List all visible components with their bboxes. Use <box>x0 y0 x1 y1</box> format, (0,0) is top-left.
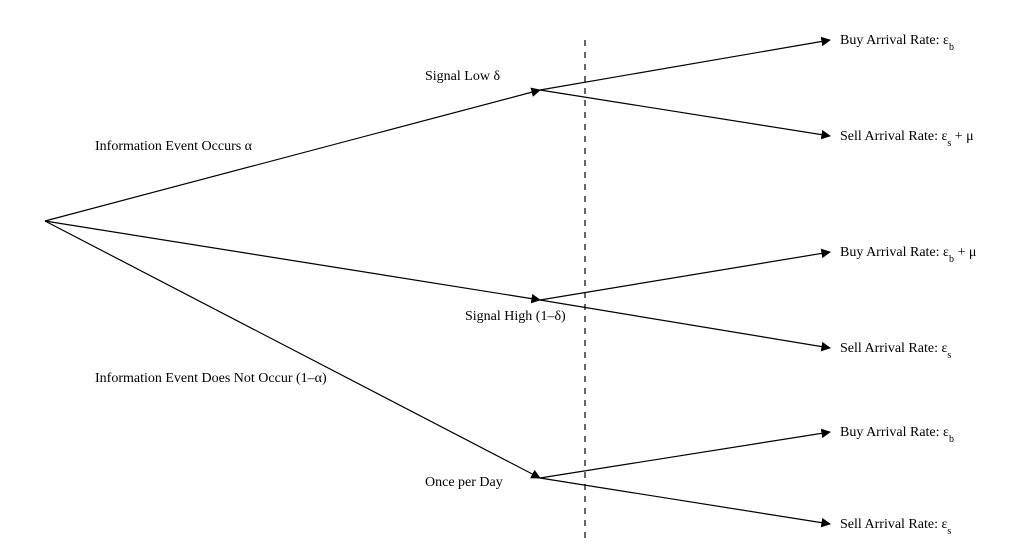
leaf-edge-0 <box>540 40 830 90</box>
node-label-signal_low: Signal Low δ <box>425 69 500 84</box>
edge-root-signal_high <box>45 221 540 300</box>
leaf-label-2: Buy Arrival Rate: εb + μ <box>840 245 976 265</box>
leaf-label-5: Sell Arrival Rate: εs <box>840 517 951 537</box>
edge-root-signal_low <box>45 90 540 221</box>
leaf-edge-1 <box>540 90 830 136</box>
leaf-label-3: Sell Arrival Rate: εs <box>840 341 951 361</box>
leaf-edge-5 <box>540 478 830 524</box>
leaf-edge-2 <box>540 252 830 300</box>
leaf-edge-4 <box>540 432 830 478</box>
leaf-label-4: Buy Arrival Rate: εb <box>840 425 954 445</box>
decision-tree-diagram: Signal Low δ Signal High (1–δ) Once per Da… <box>0 0 1024 554</box>
node-label-once_per_day: Once per Day <box>425 475 503 490</box>
leaf-label-1: Sell Arrival Rate: εs + μ <box>840 129 974 149</box>
branch-label-0: Information Event Occurs α <box>95 139 253 154</box>
leaf-label-0: Buy Arrival Rate: εb <box>840 33 954 53</box>
edge-root-once_per_day <box>45 221 540 478</box>
node-label-signal_high: Signal High (1–δ) <box>465 309 566 324</box>
branch-label-1: Information Event Does Not Occur (1–α) <box>95 371 327 386</box>
leaf-edge-3 <box>540 300 830 348</box>
